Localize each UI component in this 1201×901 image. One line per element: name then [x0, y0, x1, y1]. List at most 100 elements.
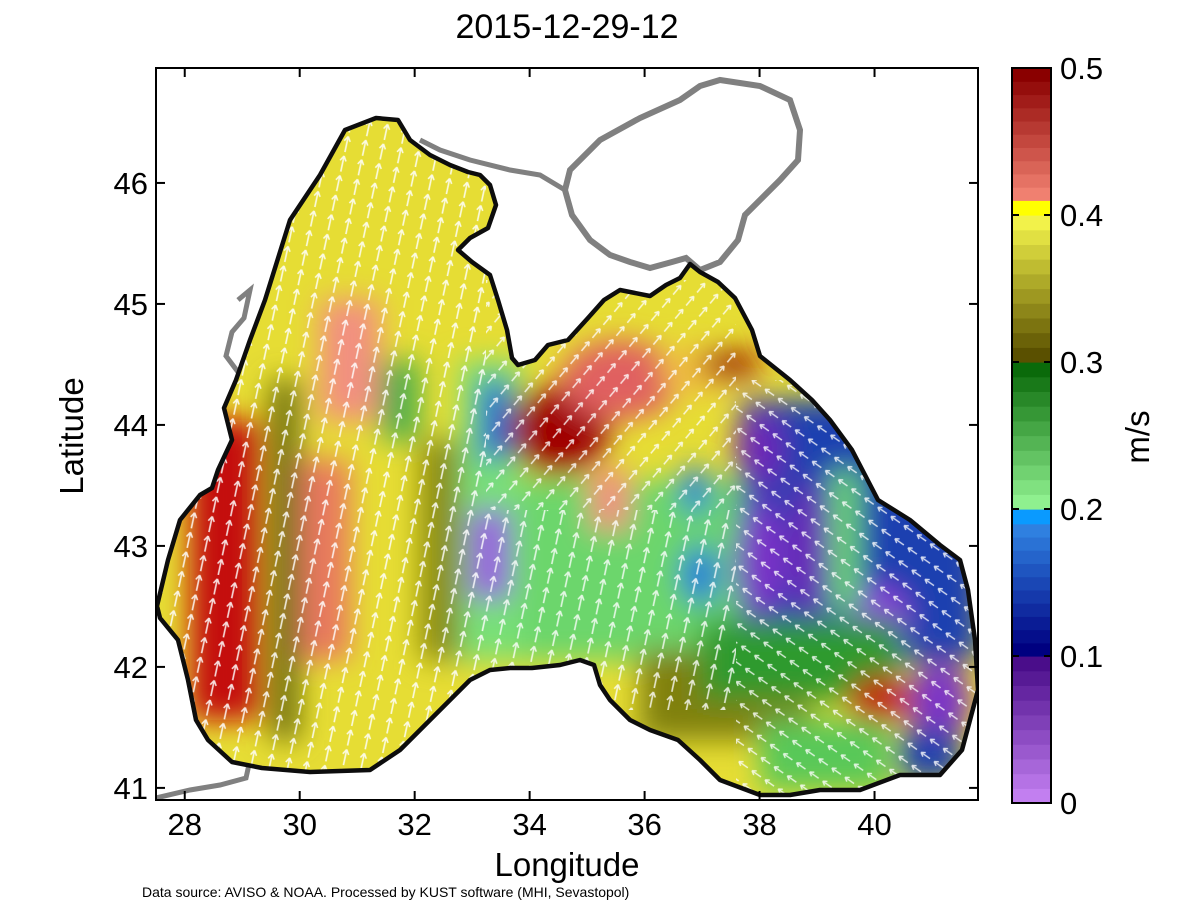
colorbar-swatch: [1012, 685, 1051, 701]
colorbar-swatch: [1012, 522, 1051, 525]
colorbar-swatch: [1012, 642, 1051, 657]
data-source-note: Data source: AVISO & NOAA. Processed by …: [142, 884, 630, 900]
colorbar-swatch: [1012, 758, 1051, 775]
colorbar-swatch: [1012, 510, 1051, 513]
chart-title: 2015-12-29-12: [455, 8, 679, 46]
colorbar-swatch: [1012, 450, 1051, 466]
azov-coastline: [561, 76, 804, 274]
colorbar-swatch: [1012, 700, 1051, 716]
colorbar-swatch: [1012, 210, 1051, 213]
colorbar-tick-label: 0.4: [1060, 198, 1103, 233]
colorbar-tick-label: 0: [1060, 786, 1077, 821]
y-axis-label: Latitude: [53, 377, 90, 495]
colorbar-swatch: [1012, 147, 1051, 162]
crimea-north-coast: [418, 137, 567, 193]
colorbar-swatch: [1012, 536, 1051, 551]
colorbar-swatch: [1012, 517, 1051, 520]
colorbar-frame: [1011, 67, 1052, 804]
colorbar-swatch: [1012, 81, 1051, 96]
colorbar-swatch: [1012, 589, 1051, 604]
colorbar-swatch: [1012, 332, 1051, 348]
y-tick-label: 46: [114, 166, 148, 201]
axes-frame: [155, 67, 979, 801]
colorbar-swatch: [1012, 514, 1051, 517]
colorbar-ticks: 0 0.1 0.2 0.3 0.4 0.5: [1012, 51, 1103, 821]
colorbar-swatch: [1012, 107, 1051, 122]
x-tick-label: 30: [282, 807, 316, 842]
colorbar-swatch: [1012, 744, 1051, 760]
colorbar-swatch: [1012, 406, 1051, 422]
colorbar-tick-label: 0.5: [1060, 51, 1103, 86]
colorbar: [1012, 68, 1051, 804]
x-tick-label: 28: [167, 807, 201, 842]
colorbar-swatch: [1012, 511, 1051, 515]
colorbar-swatch: [1012, 629, 1051, 644]
colorbar-swatch: [1012, 550, 1051, 564]
colorbar-tick-label: 0.2: [1060, 492, 1103, 527]
colorbar-label: m/s: [1119, 410, 1156, 464]
colorbar-swatch: [1012, 317, 1051, 334]
colorbar-swatch: [1012, 259, 1051, 275]
colorbar-tick-label: 0.3: [1060, 345, 1103, 380]
colorbar-swatch: [1012, 516, 1051, 519]
colorbar-swatch: [1012, 729, 1051, 745]
colorbar-swatch: [1012, 714, 1051, 731]
y-tick-label: 45: [114, 287, 148, 322]
colorbar-swatch: [1012, 187, 1051, 201]
colorbar-swatch: [1012, 519, 1051, 522]
colorbar-swatch: [1012, 215, 1051, 231]
x-tick-label: 38: [742, 807, 776, 842]
colorbar-swatch: [1012, 616, 1051, 631]
colorbar-swatch: [1012, 362, 1051, 378]
colorbar-swatch: [1012, 207, 1051, 210]
colorbar-swatch: [1012, 576, 1051, 591]
colorbar-swatch: [1012, 212, 1051, 215]
colorbar-swatch: [1012, 244, 1051, 260]
colorbar-swatch: [1012, 200, 1051, 203]
colorbar-swatch: [1012, 513, 1051, 516]
colorbar-swatch: [1012, 201, 1051, 204]
colorbar-swatch: [1012, 773, 1051, 789]
bosporus-coast: [156, 759, 253, 800]
black-sea-coastline: [156, 115, 978, 798]
colorbar-swatch: [1012, 209, 1051, 212]
colorbar-swatch: [1012, 420, 1051, 437]
colorbar-swatch: [1012, 303, 1051, 319]
colorbar-swatch: [1012, 509, 1051, 512]
y-tick-label: 42: [114, 650, 148, 685]
colorbar-swatch: [1012, 273, 1051, 290]
x-tick-label: 32: [397, 807, 431, 842]
colorbar-swatch: [1012, 479, 1051, 495]
colorbar-swatch: [1012, 347, 1051, 363]
colorbar-swatch: [1012, 520, 1051, 523]
colorbar-swatch: [1012, 68, 1051, 82]
x-tick-label: 36: [627, 807, 661, 842]
colorbar-swatch: [1012, 376, 1051, 392]
colorbar-tick-label: 0.1: [1060, 639, 1103, 674]
colorbar-swatch: [1012, 206, 1051, 209]
y-tick-label: 44: [114, 408, 148, 443]
x-tick-label: 34: [512, 807, 546, 842]
colorbar-swatch: [1012, 603, 1051, 617]
colorbar-swatch: [1012, 494, 1051, 510]
colorbar-swatch: [1012, 229, 1051, 245]
y-tick-label: 43: [114, 529, 148, 564]
colorbar-swatch: [1012, 523, 1051, 538]
colorbar-swatch: [1012, 435, 1051, 451]
danube-coast: [223, 283, 254, 374]
y-tick-label: 41: [114, 771, 148, 806]
colorbar-swatch: [1012, 788, 1051, 804]
colorbar-swatch: [1012, 120, 1051, 135]
colorbar-swatch: [1012, 213, 1051, 216]
colorbar-swatch: [1012, 391, 1051, 407]
colorbar-swatch: [1012, 656, 1051, 672]
colorbar-swatch: [1012, 288, 1051, 304]
colorbar-swatch: [1012, 203, 1051, 206]
colorbar-swatch: [1012, 204, 1051, 207]
colorbar-swatch: [1012, 160, 1051, 175]
colorbar-swatch: [1012, 563, 1051, 578]
x-axis-ticks: 28 30 32 34 36 38 40: [167, 68, 892, 842]
colorbar-swatch: [1012, 173, 1051, 188]
colorbar-swatch: [1012, 134, 1051, 148]
